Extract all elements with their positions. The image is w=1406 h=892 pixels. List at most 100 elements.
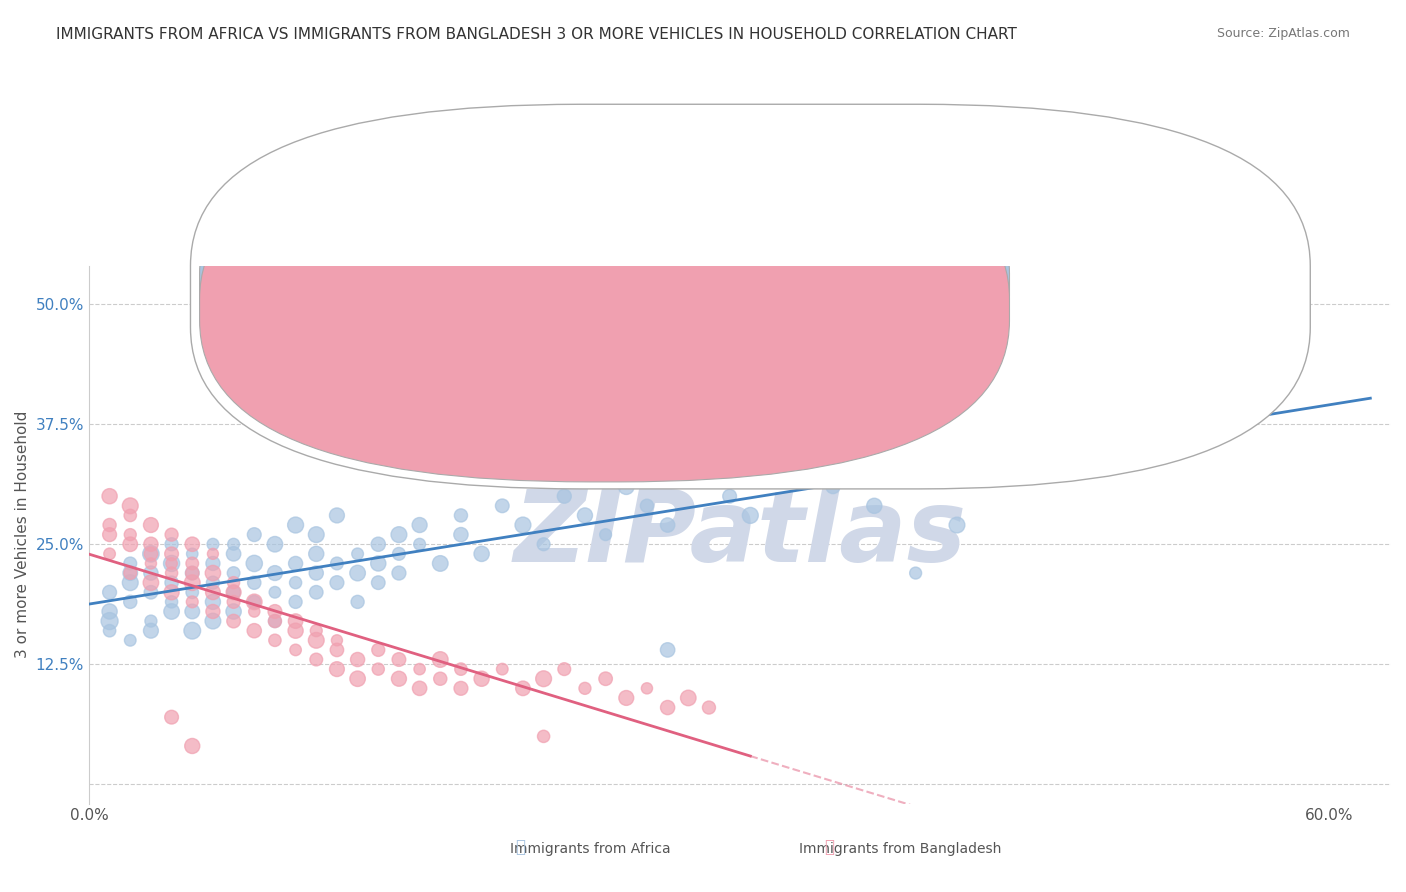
Point bbox=[222, 566, 245, 580]
Point bbox=[160, 547, 183, 561]
Text: Immigrants from Africa: Immigrants from Africa bbox=[510, 842, 671, 856]
Point bbox=[346, 566, 368, 580]
Point bbox=[305, 527, 328, 541]
Point bbox=[243, 557, 266, 571]
Point bbox=[367, 643, 389, 657]
Point bbox=[553, 662, 575, 676]
Point bbox=[139, 547, 162, 561]
Point bbox=[284, 595, 307, 609]
Point bbox=[450, 508, 472, 523]
Point bbox=[904, 566, 927, 580]
Point bbox=[388, 566, 411, 580]
Point bbox=[614, 480, 637, 494]
Text: ZIPatlas: ZIPatlas bbox=[513, 486, 966, 583]
Point bbox=[657, 518, 679, 533]
Point bbox=[595, 527, 617, 541]
Point bbox=[98, 547, 121, 561]
Point bbox=[222, 575, 245, 590]
Point bbox=[120, 527, 142, 541]
Point bbox=[98, 614, 121, 628]
Point bbox=[326, 662, 349, 676]
Point bbox=[120, 508, 142, 523]
Point bbox=[450, 662, 472, 676]
Point bbox=[243, 575, 266, 590]
Point bbox=[429, 652, 451, 666]
Point bbox=[388, 672, 411, 686]
Point bbox=[201, 575, 224, 590]
Point bbox=[614, 690, 637, 705]
Point bbox=[471, 672, 494, 686]
Point bbox=[367, 662, 389, 676]
Point bbox=[181, 585, 204, 599]
Point bbox=[120, 557, 142, 571]
Point bbox=[222, 614, 245, 628]
Point bbox=[139, 614, 162, 628]
Point bbox=[181, 739, 204, 753]
Point bbox=[326, 508, 349, 523]
Point bbox=[139, 575, 162, 590]
Point bbox=[346, 672, 368, 686]
Point bbox=[120, 566, 142, 580]
Point bbox=[201, 557, 224, 571]
FancyBboxPatch shape bbox=[190, 104, 1310, 489]
Point bbox=[367, 537, 389, 551]
Point bbox=[181, 547, 204, 561]
Point bbox=[346, 595, 368, 609]
Point bbox=[491, 499, 513, 513]
Point bbox=[160, 557, 183, 571]
Point bbox=[305, 652, 328, 666]
Point bbox=[264, 585, 287, 599]
Point bbox=[1008, 412, 1031, 426]
Point bbox=[429, 557, 451, 571]
Point bbox=[201, 614, 224, 628]
Point bbox=[201, 566, 224, 580]
Point bbox=[139, 547, 162, 561]
Point bbox=[201, 547, 224, 561]
Point bbox=[740, 508, 762, 523]
Text: ⬜: ⬜ bbox=[515, 838, 526, 856]
Point bbox=[120, 575, 142, 590]
Point bbox=[243, 595, 266, 609]
Point bbox=[181, 595, 204, 609]
Point bbox=[120, 633, 142, 648]
Point bbox=[946, 518, 969, 533]
Point bbox=[181, 557, 204, 571]
Point bbox=[512, 518, 534, 533]
Point bbox=[408, 681, 430, 696]
Point bbox=[326, 575, 349, 590]
Text: IMMIGRANTS FROM AFRICA VS IMMIGRANTS FROM BANGLADESH 3 OR MORE VEHICLES IN HOUSE: IMMIGRANTS FROM AFRICA VS IMMIGRANTS FRO… bbox=[56, 27, 1017, 42]
Point bbox=[388, 652, 411, 666]
Point bbox=[284, 557, 307, 571]
Point bbox=[98, 518, 121, 533]
Point bbox=[139, 585, 162, 599]
Point bbox=[533, 730, 555, 744]
Point bbox=[574, 681, 596, 696]
Point bbox=[264, 537, 287, 551]
Point bbox=[222, 585, 245, 599]
Point bbox=[120, 595, 142, 609]
Point bbox=[160, 605, 183, 619]
Point bbox=[222, 585, 245, 599]
Point bbox=[139, 566, 162, 580]
Point bbox=[160, 557, 183, 571]
Point bbox=[636, 499, 658, 513]
Text: R =  0.214   N = 88: R = 0.214 N = 88 bbox=[630, 290, 792, 308]
Text: Immigrants from Bangladesh: Immigrants from Bangladesh bbox=[799, 842, 1001, 856]
Point bbox=[284, 624, 307, 638]
Point bbox=[222, 537, 245, 551]
Point bbox=[697, 700, 720, 714]
Point bbox=[181, 566, 204, 580]
Point bbox=[222, 595, 245, 609]
Point bbox=[264, 566, 287, 580]
Point bbox=[657, 700, 679, 714]
Point bbox=[678, 690, 700, 705]
Point bbox=[120, 537, 142, 551]
Text: R = -0.231   N = 74: R = -0.231 N = 74 bbox=[630, 311, 793, 329]
Point bbox=[450, 681, 472, 696]
Point bbox=[222, 547, 245, 561]
Point bbox=[657, 643, 679, 657]
Point bbox=[160, 537, 183, 551]
Point bbox=[120, 566, 142, 580]
Point bbox=[491, 662, 513, 676]
Point bbox=[222, 605, 245, 619]
